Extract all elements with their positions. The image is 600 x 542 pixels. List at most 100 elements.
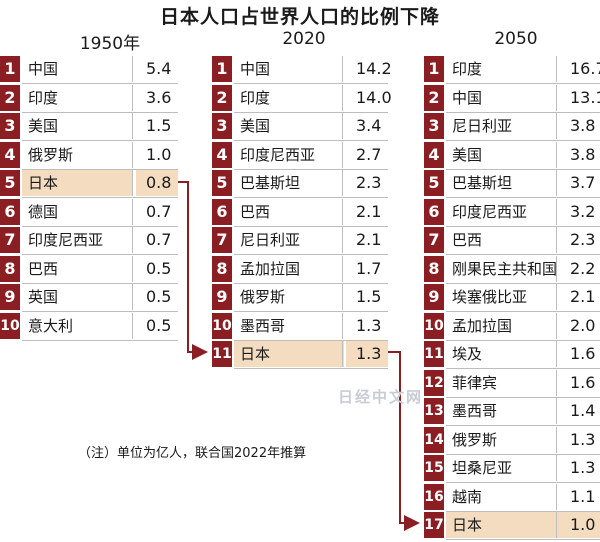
country-name: 墨西哥 xyxy=(240,316,286,335)
country-name: 巴西 xyxy=(240,202,271,221)
population-value: 14.0 xyxy=(356,87,392,107)
table-row: 3 尼日利亚 3.8 xyxy=(424,113,600,141)
column-divider xyxy=(132,84,133,111)
population-value: 2.1 xyxy=(356,201,382,221)
row-divider xyxy=(22,339,178,341)
column-divider xyxy=(132,141,133,168)
rank-badge: 10 xyxy=(212,312,232,339)
column-divider xyxy=(556,255,557,282)
row-divider xyxy=(234,225,388,227)
country-name: 中国 xyxy=(452,88,483,107)
population-value: 0.5 xyxy=(146,258,172,278)
population-value: 1.6 xyxy=(570,372,596,392)
rank-badge: 16 xyxy=(424,483,444,510)
row-divider xyxy=(446,396,600,398)
table-row: 7 印度尼西亚 0.7 xyxy=(0,227,186,255)
rank-badge: 9 xyxy=(0,284,20,310)
population-value: 1.4 xyxy=(570,401,596,420)
table-row: 7 巴西 2.3 xyxy=(424,227,600,255)
row-divider xyxy=(446,111,600,113)
row-divider xyxy=(446,83,600,84)
row-divider xyxy=(446,453,600,455)
population-value: 1.3 xyxy=(346,341,388,367)
country-name: 中国 xyxy=(28,60,59,78)
population-value: 5.4 xyxy=(146,59,172,78)
table-row: 7 尼日利亚 2.1 xyxy=(212,227,392,255)
column-divider xyxy=(556,170,557,196)
footnote: （注）单位为亿人，联合国2022年推算 xyxy=(78,446,307,461)
country-name: 墨西哥 xyxy=(452,402,498,420)
country-name: 俄罗斯 xyxy=(28,145,74,164)
table-row: 14 俄罗斯 1.3 xyxy=(424,426,600,455)
table-row: 5 巴基斯坦 3.7 xyxy=(424,170,600,198)
column-divider xyxy=(342,84,343,111)
column-divider xyxy=(556,426,557,453)
population-value: 14.2 xyxy=(356,59,392,78)
table-row: 8 巴西 0.5 xyxy=(0,255,186,284)
population-value: 0.7 xyxy=(146,201,172,221)
rank-badge: 8 xyxy=(212,255,232,282)
table-row: 9 英国 0.5 xyxy=(0,284,186,312)
country-name: 巴基斯坦 xyxy=(240,174,301,192)
population-value: 2.1 xyxy=(356,230,382,249)
column-divider xyxy=(556,341,557,367)
country-name: 印度尼西亚 xyxy=(452,202,528,221)
column-divider xyxy=(556,455,557,481)
country-name: 印度 xyxy=(452,60,483,78)
country-name: 美国 xyxy=(240,117,271,135)
population-value: 3.4 xyxy=(356,116,382,135)
country-name: 尼日利亚 xyxy=(240,231,301,249)
table-row: 13 墨西哥 1.4 xyxy=(424,398,600,426)
row-divider xyxy=(22,83,178,84)
row-divider xyxy=(234,83,388,84)
rank-badge: 6 xyxy=(212,198,232,225)
table-row: 4 印度尼西亚 2.7 xyxy=(212,141,392,170)
row-divider xyxy=(234,254,388,255)
rank-badge: 5 xyxy=(0,170,20,196)
row-divider xyxy=(234,311,388,312)
country-name: 日本 xyxy=(22,170,132,196)
country-name: 日本 xyxy=(234,341,344,367)
population-value: 1.1 xyxy=(570,486,596,506)
rank-badge: 14 xyxy=(424,426,444,453)
rank-badge: 2 xyxy=(0,84,20,111)
population-value: 0.5 xyxy=(146,315,172,335)
row-divider xyxy=(22,197,178,198)
country-name: 埃塞俄比亚 xyxy=(452,288,528,306)
row-divider xyxy=(446,140,600,141)
population-value: 16.7 xyxy=(570,59,600,78)
population-value: 13.1 xyxy=(570,87,600,107)
rank-badge: 1 xyxy=(212,56,232,82)
column-divider xyxy=(132,56,133,82)
country-name: 俄罗斯 xyxy=(240,288,286,306)
row-divider xyxy=(446,339,600,341)
year-header-2020: 2020 xyxy=(282,29,326,49)
rank-badge: 4 xyxy=(212,141,232,168)
column-divider xyxy=(342,141,343,168)
country-name: 尼日利亚 xyxy=(452,117,513,135)
population-value: 2.1 xyxy=(570,287,596,306)
row-divider xyxy=(446,168,600,170)
table-row: 9 俄罗斯 1.5 xyxy=(212,284,392,312)
column-divider xyxy=(342,227,343,253)
table-row: 16 越南 1.1 xyxy=(424,483,600,512)
rank-badge: 9 xyxy=(212,284,232,310)
country-name: 越南 xyxy=(452,487,483,506)
table-row: 5 日本 0.8 xyxy=(0,170,186,198)
column-divider xyxy=(132,227,133,253)
country-name: 美国 xyxy=(452,145,483,164)
country-name: 意大利 xyxy=(28,316,74,335)
rank-badge: 3 xyxy=(212,113,232,139)
row-divider xyxy=(446,311,600,312)
column-divider xyxy=(342,255,343,282)
population-value: 2.7 xyxy=(356,144,382,164)
table-row: 12 菲律宾 1.6 xyxy=(424,369,600,398)
row-divider xyxy=(234,140,388,141)
row-divider xyxy=(22,168,178,170)
country-name: 德国 xyxy=(28,202,59,221)
table-row: 6 巴西 2.1 xyxy=(212,198,392,227)
population-value: 3.7 xyxy=(570,173,596,192)
column-divider xyxy=(342,341,343,367)
column-divider xyxy=(342,170,343,196)
